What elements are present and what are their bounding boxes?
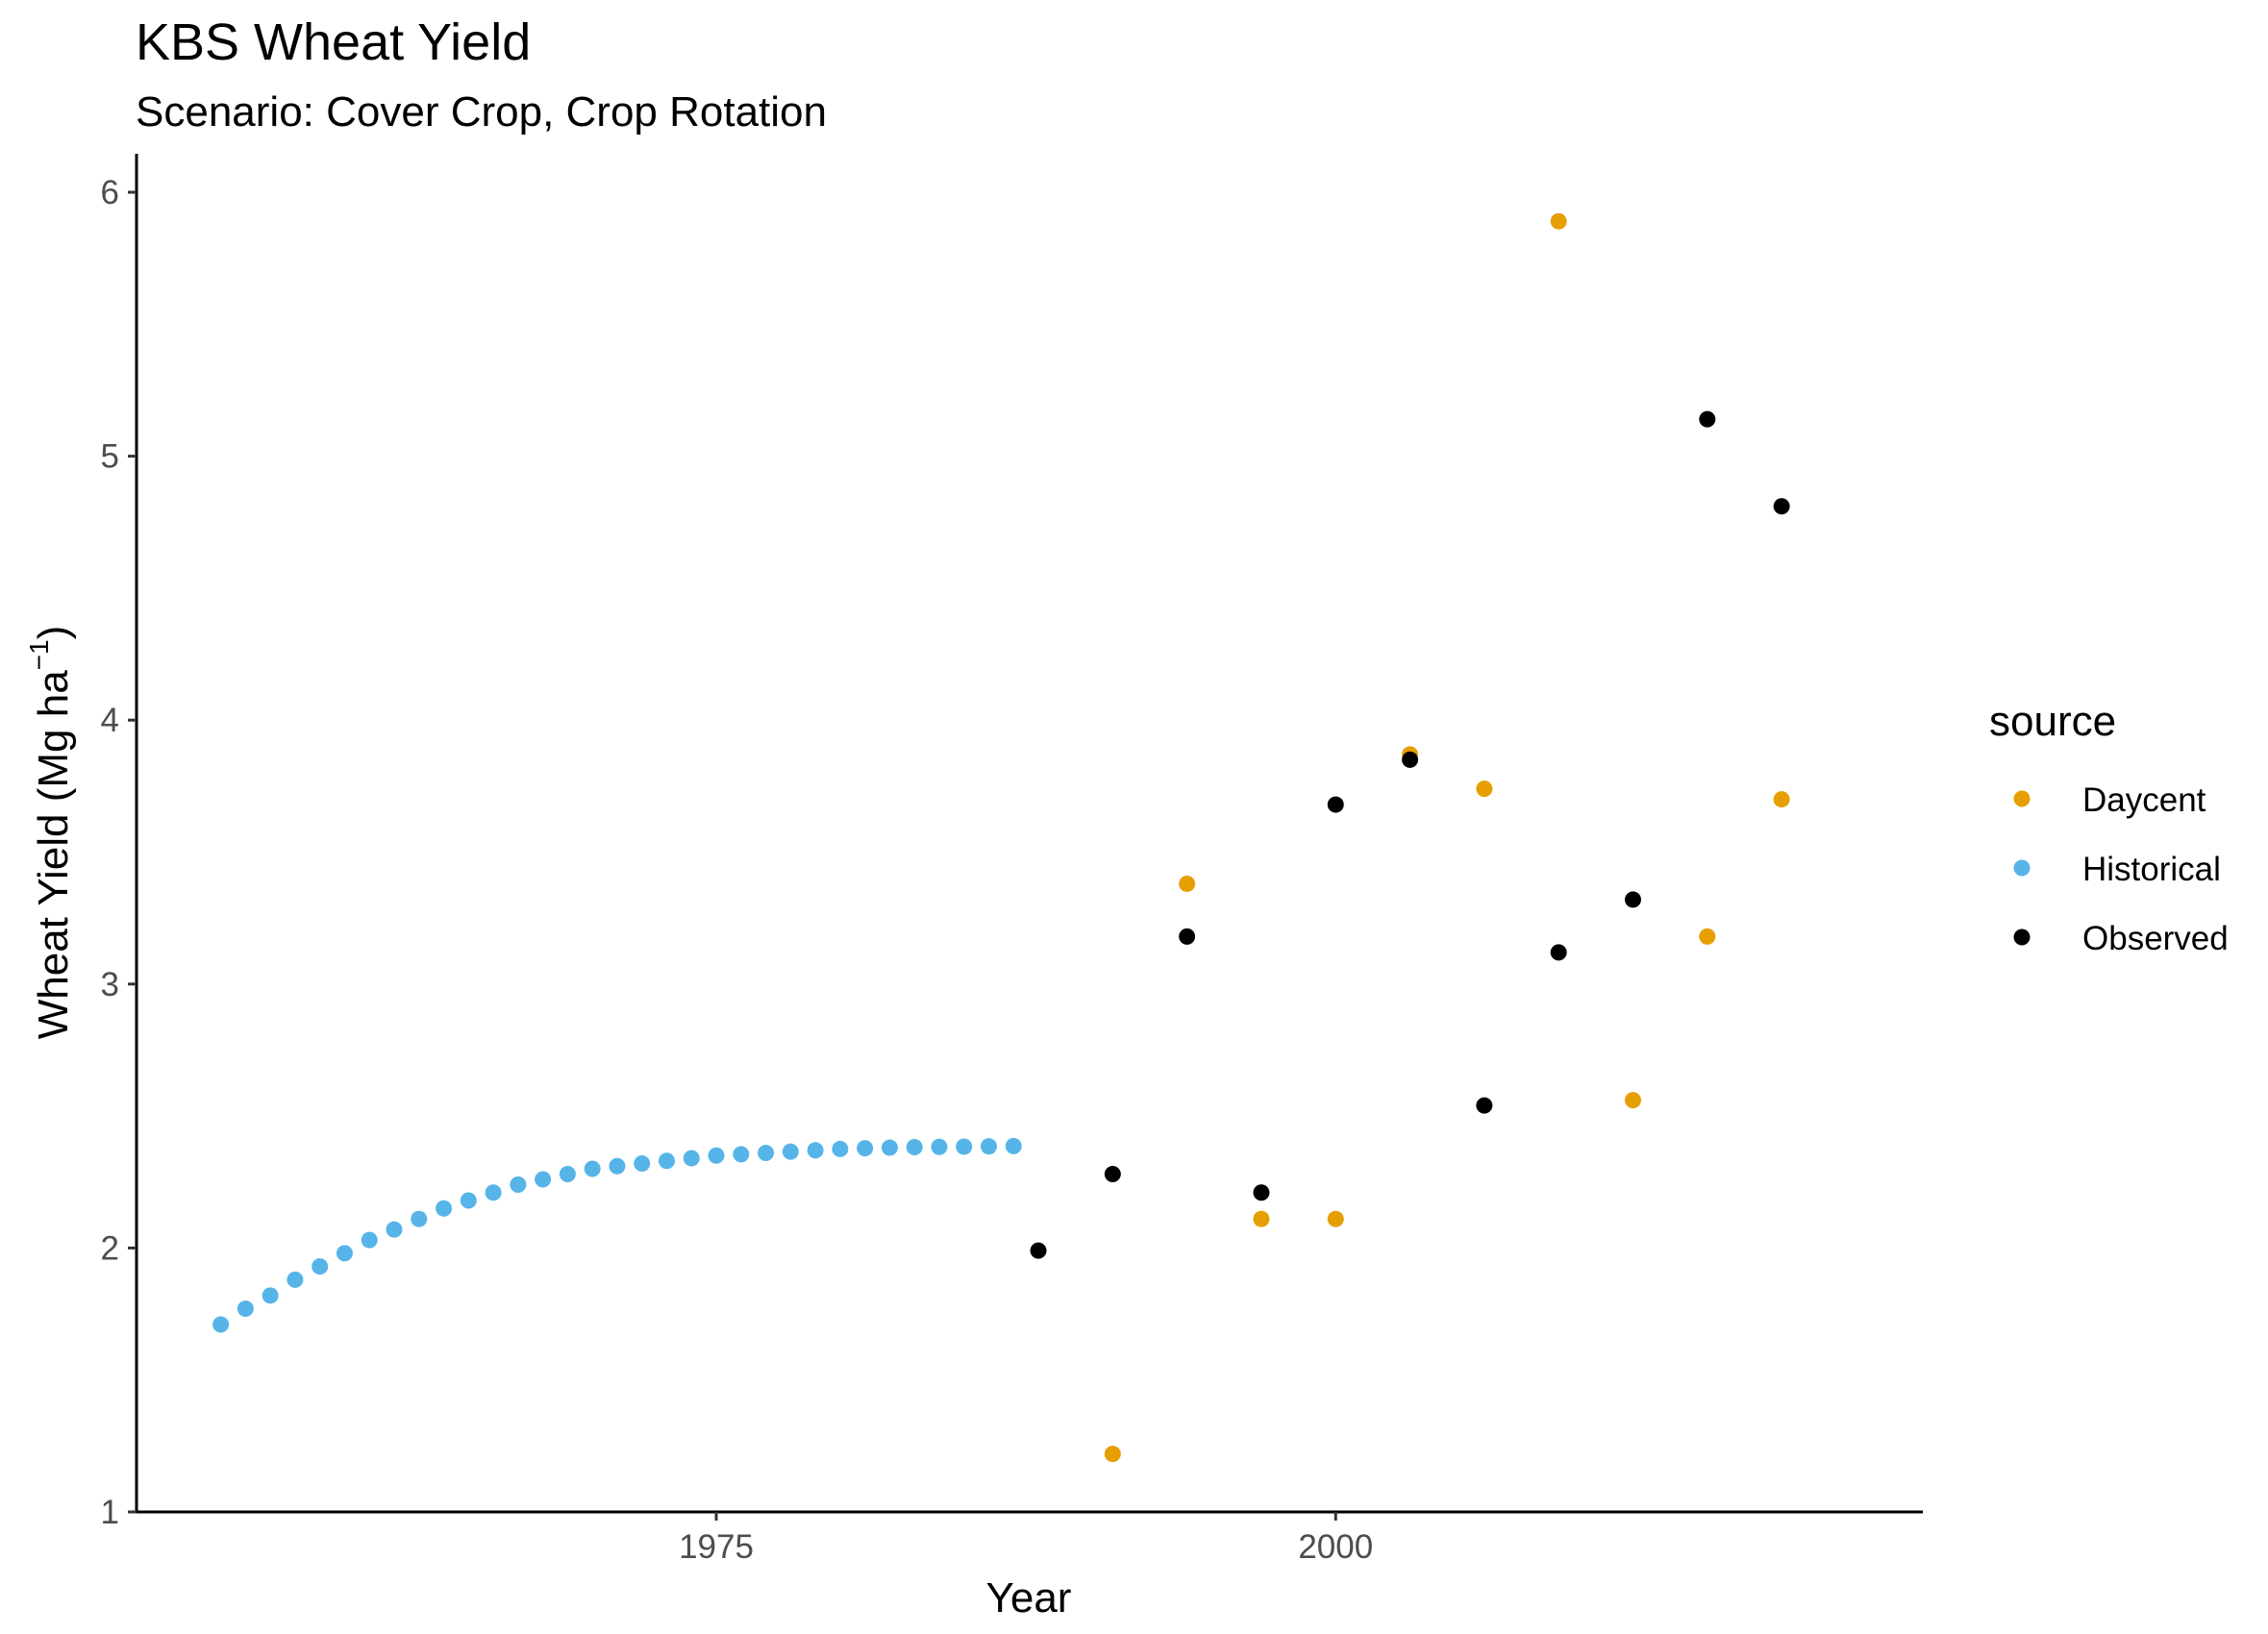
historical-point: [733, 1146, 750, 1163]
observed-point: [1253, 1184, 1270, 1201]
legend-key-historical: [2013, 859, 2031, 877]
historical-point: [485, 1184, 502, 1201]
y-tick-label: 5: [101, 438, 119, 476]
daycent-point: [1550, 212, 1567, 230]
y-tick-label: 3: [101, 966, 119, 1003]
historical-point: [287, 1271, 304, 1288]
legend-label-historical: Historical: [2082, 851, 2221, 888]
observed-point: [1476, 1097, 1493, 1114]
historical-point: [658, 1152, 675, 1170]
x-tick-label: 2000: [1298, 1528, 1373, 1566]
x-tick-label: 1975: [679, 1528, 754, 1566]
x-axis-title: Year: [986, 1574, 1072, 1622]
historical-point: [584, 1160, 601, 1177]
daycent-point: [1476, 780, 1493, 798]
y-tick-label: 6: [101, 174, 119, 211]
historical-point: [634, 1155, 651, 1173]
historical-point: [956, 1138, 973, 1155]
historical-point: [411, 1210, 428, 1227]
historical-point: [980, 1138, 997, 1155]
y-axis-title-superscript: −1: [24, 639, 54, 670]
historical-point: [510, 1176, 527, 1193]
plot-points: [212, 212, 1790, 1463]
legend-key-observed: [2013, 928, 2031, 946]
daycent-point: [1699, 928, 1716, 945]
x-ticks: 1975 2000: [679, 1512, 1373, 1566]
observed-point: [1327, 796, 1344, 813]
historical-point: [212, 1316, 230, 1333]
legend-label-observed: Observed: [2082, 920, 2229, 957]
observed-point: [1699, 410, 1716, 428]
observed-point: [1773, 498, 1790, 515]
historical-point: [857, 1140, 874, 1157]
chart-subtitle: Scenario: Cover Crop, Crop Rotation: [136, 88, 827, 136]
daycent-point: [1179, 875, 1196, 892]
historical-point: [758, 1145, 775, 1162]
daycent-point: [1327, 1210, 1344, 1227]
historical-point: [609, 1157, 626, 1175]
observed-point: [1402, 751, 1419, 768]
historical-point: [262, 1287, 279, 1304]
observed-point: [1104, 1166, 1121, 1183]
y-axis-title-main: Wheat Yield (Mg ha: [30, 670, 77, 1039]
historical-point: [782, 1143, 799, 1160]
historical-point: [460, 1192, 477, 1209]
y-axis-title-close: ): [30, 626, 77, 640]
historical-point: [237, 1300, 254, 1318]
observed-point: [1030, 1242, 1047, 1259]
legend-title: source: [1989, 698, 2116, 745]
historical-point: [931, 1138, 948, 1155]
historical-point: [535, 1171, 552, 1188]
y-tick-label: 2: [101, 1229, 119, 1267]
historical-point: [559, 1166, 576, 1183]
legend: source Daycent Historical Observed: [1989, 698, 2229, 957]
historical-point: [832, 1140, 849, 1157]
observed-point: [1550, 944, 1567, 961]
legend-items: Daycent Historical Observed: [2013, 781, 2229, 957]
historical-point: [906, 1139, 923, 1156]
daycent-point: [1104, 1446, 1121, 1463]
historical-point: [807, 1142, 824, 1159]
y-ticks: 1 2 3 4 5 6: [101, 174, 137, 1531]
historical-point: [1005, 1137, 1022, 1154]
y-tick-label: 4: [101, 702, 119, 739]
observed-point: [1179, 928, 1196, 945]
legend-key-daycent: [2013, 790, 2031, 807]
daycent-point: [1624, 1092, 1641, 1109]
y-axis-title: Wheat Yield (Mg ha−1): [24, 626, 77, 1040]
daycent-point: [1773, 791, 1790, 808]
historical-point: [436, 1200, 453, 1217]
historical-point: [336, 1245, 353, 1262]
observed-point: [1624, 891, 1641, 908]
historical-point: [386, 1221, 403, 1238]
legend-label-daycent: Daycent: [2082, 781, 2206, 819]
historical-point: [881, 1139, 898, 1156]
daycent-point: [1253, 1210, 1270, 1227]
y-tick-label: 1: [101, 1494, 119, 1531]
chart-title: KBS Wheat Yield: [136, 13, 531, 71]
historical-point: [683, 1150, 700, 1167]
historical-point: [708, 1147, 725, 1164]
historical-point: [361, 1231, 378, 1249]
historical-point: [312, 1258, 329, 1275]
